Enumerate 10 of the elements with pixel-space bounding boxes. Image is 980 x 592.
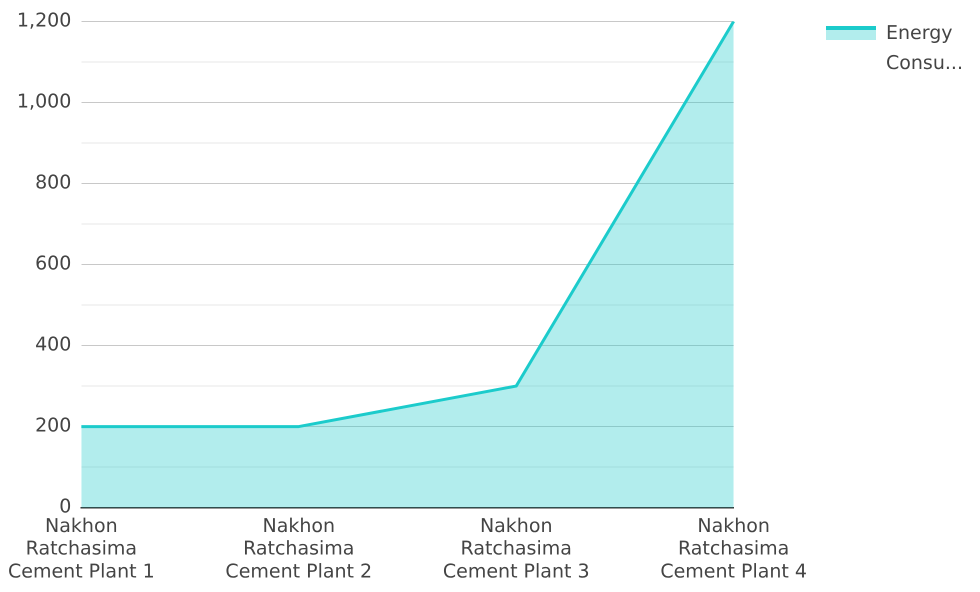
legend-label: Energy Consu... (886, 21, 964, 76)
y-tick-label: 600 (35, 252, 72, 274)
x-tick-label: Nakhon Ratchasima Cement Plant 4 (660, 514, 807, 583)
y-tick-label: 400 (35, 333, 72, 356)
y-tick-label: 1,000 (16, 90, 72, 112)
y-tick-label: 800 (35, 171, 72, 194)
y-tick-label: 1,200 (16, 9, 72, 32)
x-tick-label: Nakhon Ratchasima Cement Plant 2 (225, 514, 372, 583)
y-tick-label: 200 (35, 414, 72, 437)
x-tick-label: Nakhon Ratchasima Cement Plant 3 (442, 514, 590, 583)
